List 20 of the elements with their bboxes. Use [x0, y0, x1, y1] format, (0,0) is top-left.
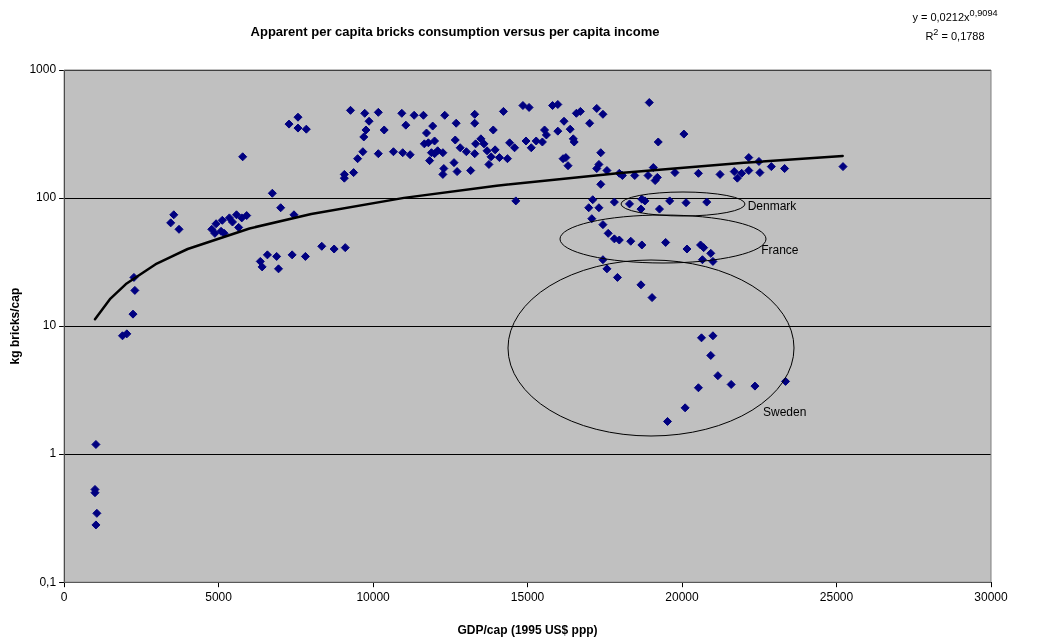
annotation: France — [761, 243, 799, 258]
x-tick-label: 25000 — [819, 589, 854, 604]
x-tick-label: 15000 — [510, 589, 545, 604]
chart-title: Apparent per capita bricks consumption versus per capita income — [249, 24, 661, 39]
x-tick-label: 10000 — [356, 589, 391, 604]
y-axis-title: kg bricks/cap — [7, 287, 22, 365]
x-tick-label: 5000 — [205, 589, 233, 604]
y-tick-label: 1000 — [29, 62, 57, 77]
x-tick-label: 30000 — [974, 589, 1009, 604]
x-tick-label: 20000 — [665, 589, 700, 604]
annotation: Denmark — [747, 198, 797, 213]
y-tick-label: 10 — [42, 318, 57, 333]
y-tick-label: 1 — [49, 446, 57, 461]
x-axis-title: GDP/cap (1995 US$ ppp) — [457, 623, 598, 638]
annotation: Sweden — [762, 404, 807, 419]
text: y = 0,0212x$^{0,9094}$ — [911, 7, 999, 25]
y-tick-label: 100 — [36, 190, 57, 205]
x-tick-label: 0 — [60, 589, 68, 604]
y-tick-label: 0,1 — [39, 574, 57, 589]
text: R$^{2}$ = 0,1788 — [924, 25, 986, 44]
